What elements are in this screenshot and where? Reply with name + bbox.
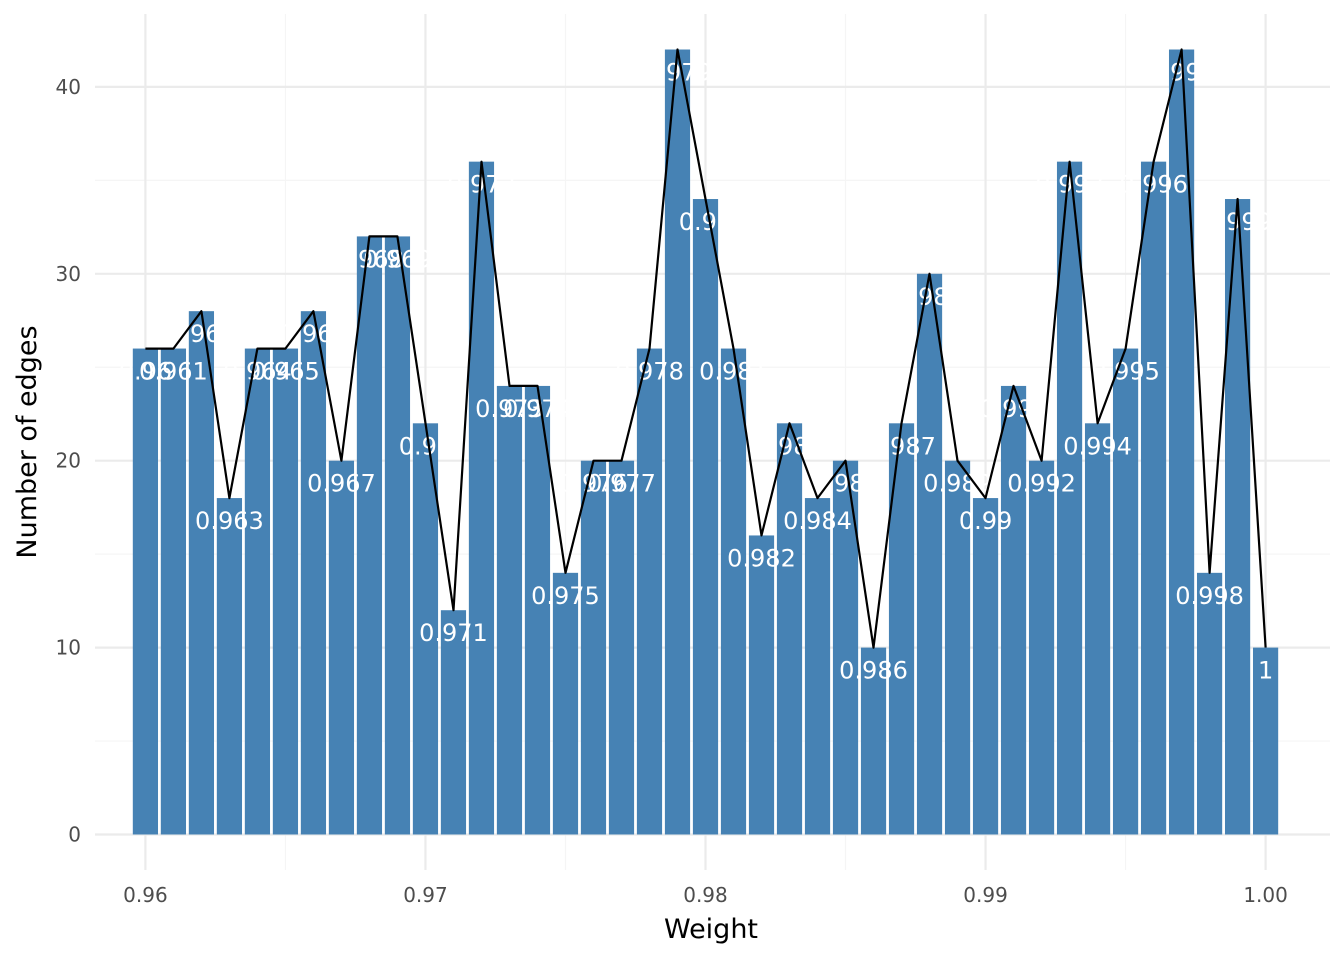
bar-label: 0.964: [223, 358, 292, 386]
bar-label: 0.969: [363, 245, 432, 273]
y-axis-title: Number of edges: [12, 325, 43, 558]
bar-label: 0.979: [643, 59, 712, 87]
bar-label: 0.971: [419, 619, 488, 647]
bar: [440, 610, 467, 835]
y-tick-label: 0: [68, 822, 81, 846]
bar: [188, 311, 215, 835]
bar: [328, 460, 355, 835]
bar: [580, 460, 607, 835]
bar-label: 0.986: [839, 657, 908, 685]
bar-label: 0.991: [979, 395, 1048, 423]
bar: [1000, 385, 1027, 835]
bar: [496, 385, 523, 835]
bar-label: 0.983: [755, 432, 824, 460]
x-axis-title: Weight: [664, 914, 758, 945]
bar: [1196, 572, 1223, 835]
y-tick-label: 20: [56, 449, 81, 473]
bar: [664, 49, 691, 835]
bar: [384, 236, 411, 835]
bar: [160, 348, 187, 835]
bar-label: 0.995: [1091, 358, 1160, 386]
bar-label: 0.977: [587, 470, 656, 498]
bar-label: 0.994: [1063, 432, 1132, 460]
bars-group: [132, 49, 1279, 835]
bar: [524, 385, 551, 835]
bar: [300, 311, 327, 835]
bar-label: 0.97: [399, 432, 452, 460]
bar-label: 0.98: [679, 208, 732, 236]
bar: [1084, 423, 1111, 835]
bar: [1056, 161, 1083, 835]
bar: [776, 423, 803, 835]
bar-label: 0.99: [959, 507, 1012, 535]
bar: [132, 348, 159, 835]
bar-label: 0.963: [195, 507, 264, 535]
bar-label: 0.975: [531, 582, 600, 610]
trend-line: [145, 48, 1267, 649]
bar: [412, 423, 439, 835]
x-axis-tick-labels: 0.96 0.97 0.98 0.99 1.00: [123, 883, 1288, 907]
y-tick-label: 10: [56, 636, 81, 660]
bar: [720, 348, 747, 835]
bar: [356, 236, 383, 835]
bar: [608, 460, 635, 835]
bar: [916, 273, 943, 835]
bar: [244, 348, 271, 835]
x-tick-label: 0.96: [123, 883, 168, 907]
bar-label: 0.978: [615, 358, 684, 386]
bar: [748, 535, 775, 835]
bar-label: 0.984: [783, 507, 852, 535]
bar-label: 0.967: [307, 470, 376, 498]
bar: [944, 460, 971, 835]
bar: [216, 498, 243, 835]
x-tick-label: 0.99: [963, 883, 1008, 907]
bar: [272, 348, 299, 835]
bar-label: 0.968: [335, 245, 404, 273]
bar-label: 0.992: [1007, 470, 1076, 498]
bar-label: 0.988: [895, 283, 964, 311]
y-axis-tick-labels: 0 10 20 30 40: [56, 75, 81, 847]
x-tick-label: 0.97: [403, 883, 448, 907]
bar-label: 0.993: [1035, 171, 1104, 199]
bar: [692, 199, 719, 835]
bar: [468, 161, 495, 835]
bar: [1252, 647, 1279, 835]
bar: [1140, 161, 1167, 835]
bar: [552, 572, 579, 835]
bar: [1224, 199, 1251, 835]
bar-label: 0.973: [475, 395, 544, 423]
bar: [1112, 348, 1139, 835]
bar: [972, 498, 999, 835]
trend-line-group: [145, 48, 1267, 649]
bar-label: 0.996: [1119, 171, 1188, 199]
bar-label: 0.982: [727, 544, 796, 572]
x-tick-label: 0.98: [683, 883, 728, 907]
bar: [1168, 49, 1195, 835]
bar-label: 0.987: [867, 432, 936, 460]
bar: [860, 647, 887, 835]
bar-label: 0.96: [119, 358, 172, 386]
y-tick-label: 40: [56, 75, 81, 99]
y-tick-label: 30: [56, 262, 81, 286]
bar-label: 0.976: [559, 470, 628, 498]
bar-label: 1: [1258, 657, 1273, 685]
bar: [1028, 460, 1055, 835]
bar-label: 0.981: [699, 358, 768, 386]
bar-label: 0.961: [139, 358, 208, 386]
x-tick-label: 1.00: [1243, 883, 1288, 907]
bar: [804, 498, 831, 835]
bar-label: 0.974: [503, 395, 572, 423]
bar-label: 0.998: [1175, 582, 1244, 610]
bar: [636, 348, 663, 835]
bar-label: 0.965: [251, 358, 320, 386]
